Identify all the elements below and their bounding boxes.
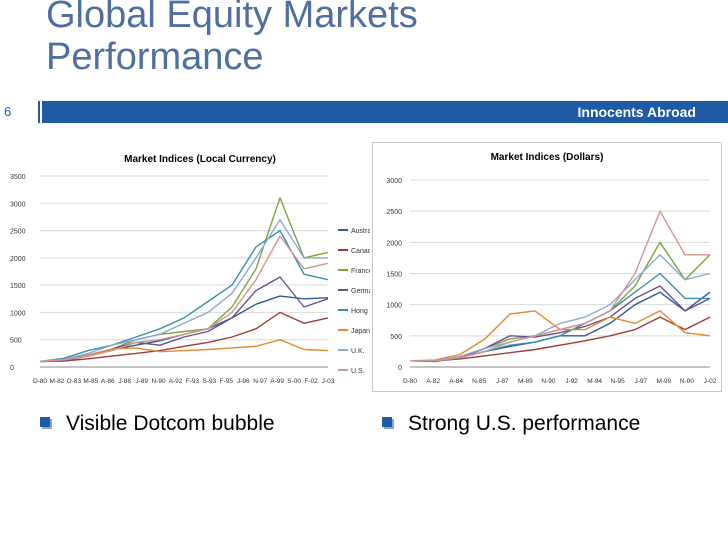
y-tick-label: 1000 — [10, 310, 26, 317]
chart-title: Market Indices (Local Currency) — [124, 154, 276, 165]
bullet-1-text: Visible Dotcom bubble — [66, 412, 275, 435]
chart-title: Market Indices (Dollars) — [491, 152, 604, 163]
series-line-hong-kong — [39, 229, 329, 363]
y-tick-label: 1500 — [10, 283, 26, 290]
y-tick-label: 2500 — [10, 229, 26, 236]
x-tick-label: J-02 — [704, 378, 717, 385]
y-tick-label: 0 — [10, 365, 14, 372]
tagline: Innocents Abroad — [577, 104, 697, 120]
series-line-canada — [39, 311, 329, 363]
chart-frame — [372, 142, 722, 392]
x-tick-label: F-02 — [304, 378, 318, 385]
x-tick-label: N-85 — [472, 378, 486, 385]
bullet-2-text: Strong U.S. performance — [408, 412, 641, 435]
x-tick-label: M-82 — [50, 378, 65, 385]
x-tick-label: M-89 — [518, 378, 533, 385]
header-bar: 6 Innocents Abroad — [0, 101, 728, 123]
x-tick-label: M-85 — [83, 378, 98, 385]
series-line-u-k — [39, 218, 328, 363]
x-tick-label: J-96 — [237, 378, 250, 385]
bullet-marker — [382, 417, 392, 427]
chart-background — [10, 142, 370, 392]
series-line-japan — [39, 338, 329, 363]
x-tick-label: J-92 — [565, 378, 578, 385]
slide-title-line1: Global Equity Markets — [46, 0, 418, 36]
bullet-marker — [40, 417, 50, 427]
series-line-canada — [410, 316, 711, 362]
legend-entry: Hong Kong — [351, 308, 370, 315]
x-tick-label: D-80 — [33, 378, 47, 385]
legend-entry: U.S. — [351, 368, 365, 375]
page-number-box: 6 — [0, 101, 38, 123]
legend-entry: Canada — [351, 248, 370, 255]
y-tick-label: 1500 — [386, 272, 402, 279]
series-line-u-k — [410, 254, 711, 362]
legend-entry: Germany — [351, 288, 370, 295]
x-tick-label: A-86 — [101, 378, 115, 385]
series-line-u-s — [410, 210, 710, 362]
y-tick-label: 0 — [398, 365, 402, 372]
legend-entry: U.K. — [351, 348, 365, 355]
x-tick-label: J-89 — [135, 378, 148, 385]
x-tick-label: N-00 — [680, 378, 694, 385]
y-tick-label: 2000 — [10, 256, 26, 263]
page-number: 6 — [4, 104, 12, 119]
x-tick-label: F-95 — [220, 378, 234, 385]
legend-entry: Japan — [351, 328, 370, 335]
bullet-1: Visible Dotcom bubble — [40, 412, 275, 436]
y-tick-label: 3000 — [10, 201, 26, 208]
slide-title: Global Equity Markets Performance — [46, 0, 418, 78]
bullet-2: Strong U.S. performance — [382, 412, 640, 436]
legend-entry: France — [351, 268, 370, 275]
chart-background — [372, 142, 722, 392]
slide-title-line2: Performance — [46, 36, 264, 78]
x-tick-label: S-00 — [287, 378, 301, 385]
y-tick-label: 1000 — [386, 303, 402, 310]
x-tick-label: J-97 — [634, 378, 647, 385]
x-tick-label: N-90 — [152, 378, 166, 385]
x-tick-label: S-93 — [203, 378, 217, 385]
x-tick-label: N-97 — [253, 378, 267, 385]
x-tick-label: M-99 — [656, 378, 671, 385]
x-tick-label: J-88 — [118, 378, 131, 385]
x-tick-label: D-80 — [403, 378, 417, 385]
x-tick-label: N-95 — [611, 378, 625, 385]
chart-dollars: Market Indices (Dollars) 0 500 1000 1500 2000… — [372, 142, 722, 392]
y-tick-label: 2000 — [386, 240, 402, 247]
y-tick-label: 3000 — [386, 178, 402, 185]
x-tick-label: A-82 — [426, 378, 440, 385]
x-tick-label: O-83 — [67, 378, 82, 385]
y-tick-label: 3500 — [10, 174, 26, 181]
header-divider — [40, 101, 42, 123]
x-tick-label: J-87 — [496, 378, 509, 385]
y-tick-label: 500 — [390, 334, 402, 341]
x-tick-label: N-90 — [541, 378, 555, 385]
x-tick-label: A-99 — [270, 378, 284, 385]
x-tick-label: A-84 — [449, 378, 463, 385]
y-tick-label: 500 — [10, 338, 22, 345]
y-tick-label: 2500 — [386, 209, 402, 216]
x-tick-label: M-94 — [587, 378, 602, 385]
series-line-u-s — [39, 235, 329, 363]
legend-entry: Australia — [351, 228, 370, 235]
x-tick-label: F-93 — [186, 378, 200, 385]
x-tick-label: A-92 — [169, 378, 183, 385]
x-tick-label: J-03 — [322, 378, 335, 385]
chart-local-currency: Market Indices (Local Currency) 0 500 1000 1… — [10, 142, 370, 392]
